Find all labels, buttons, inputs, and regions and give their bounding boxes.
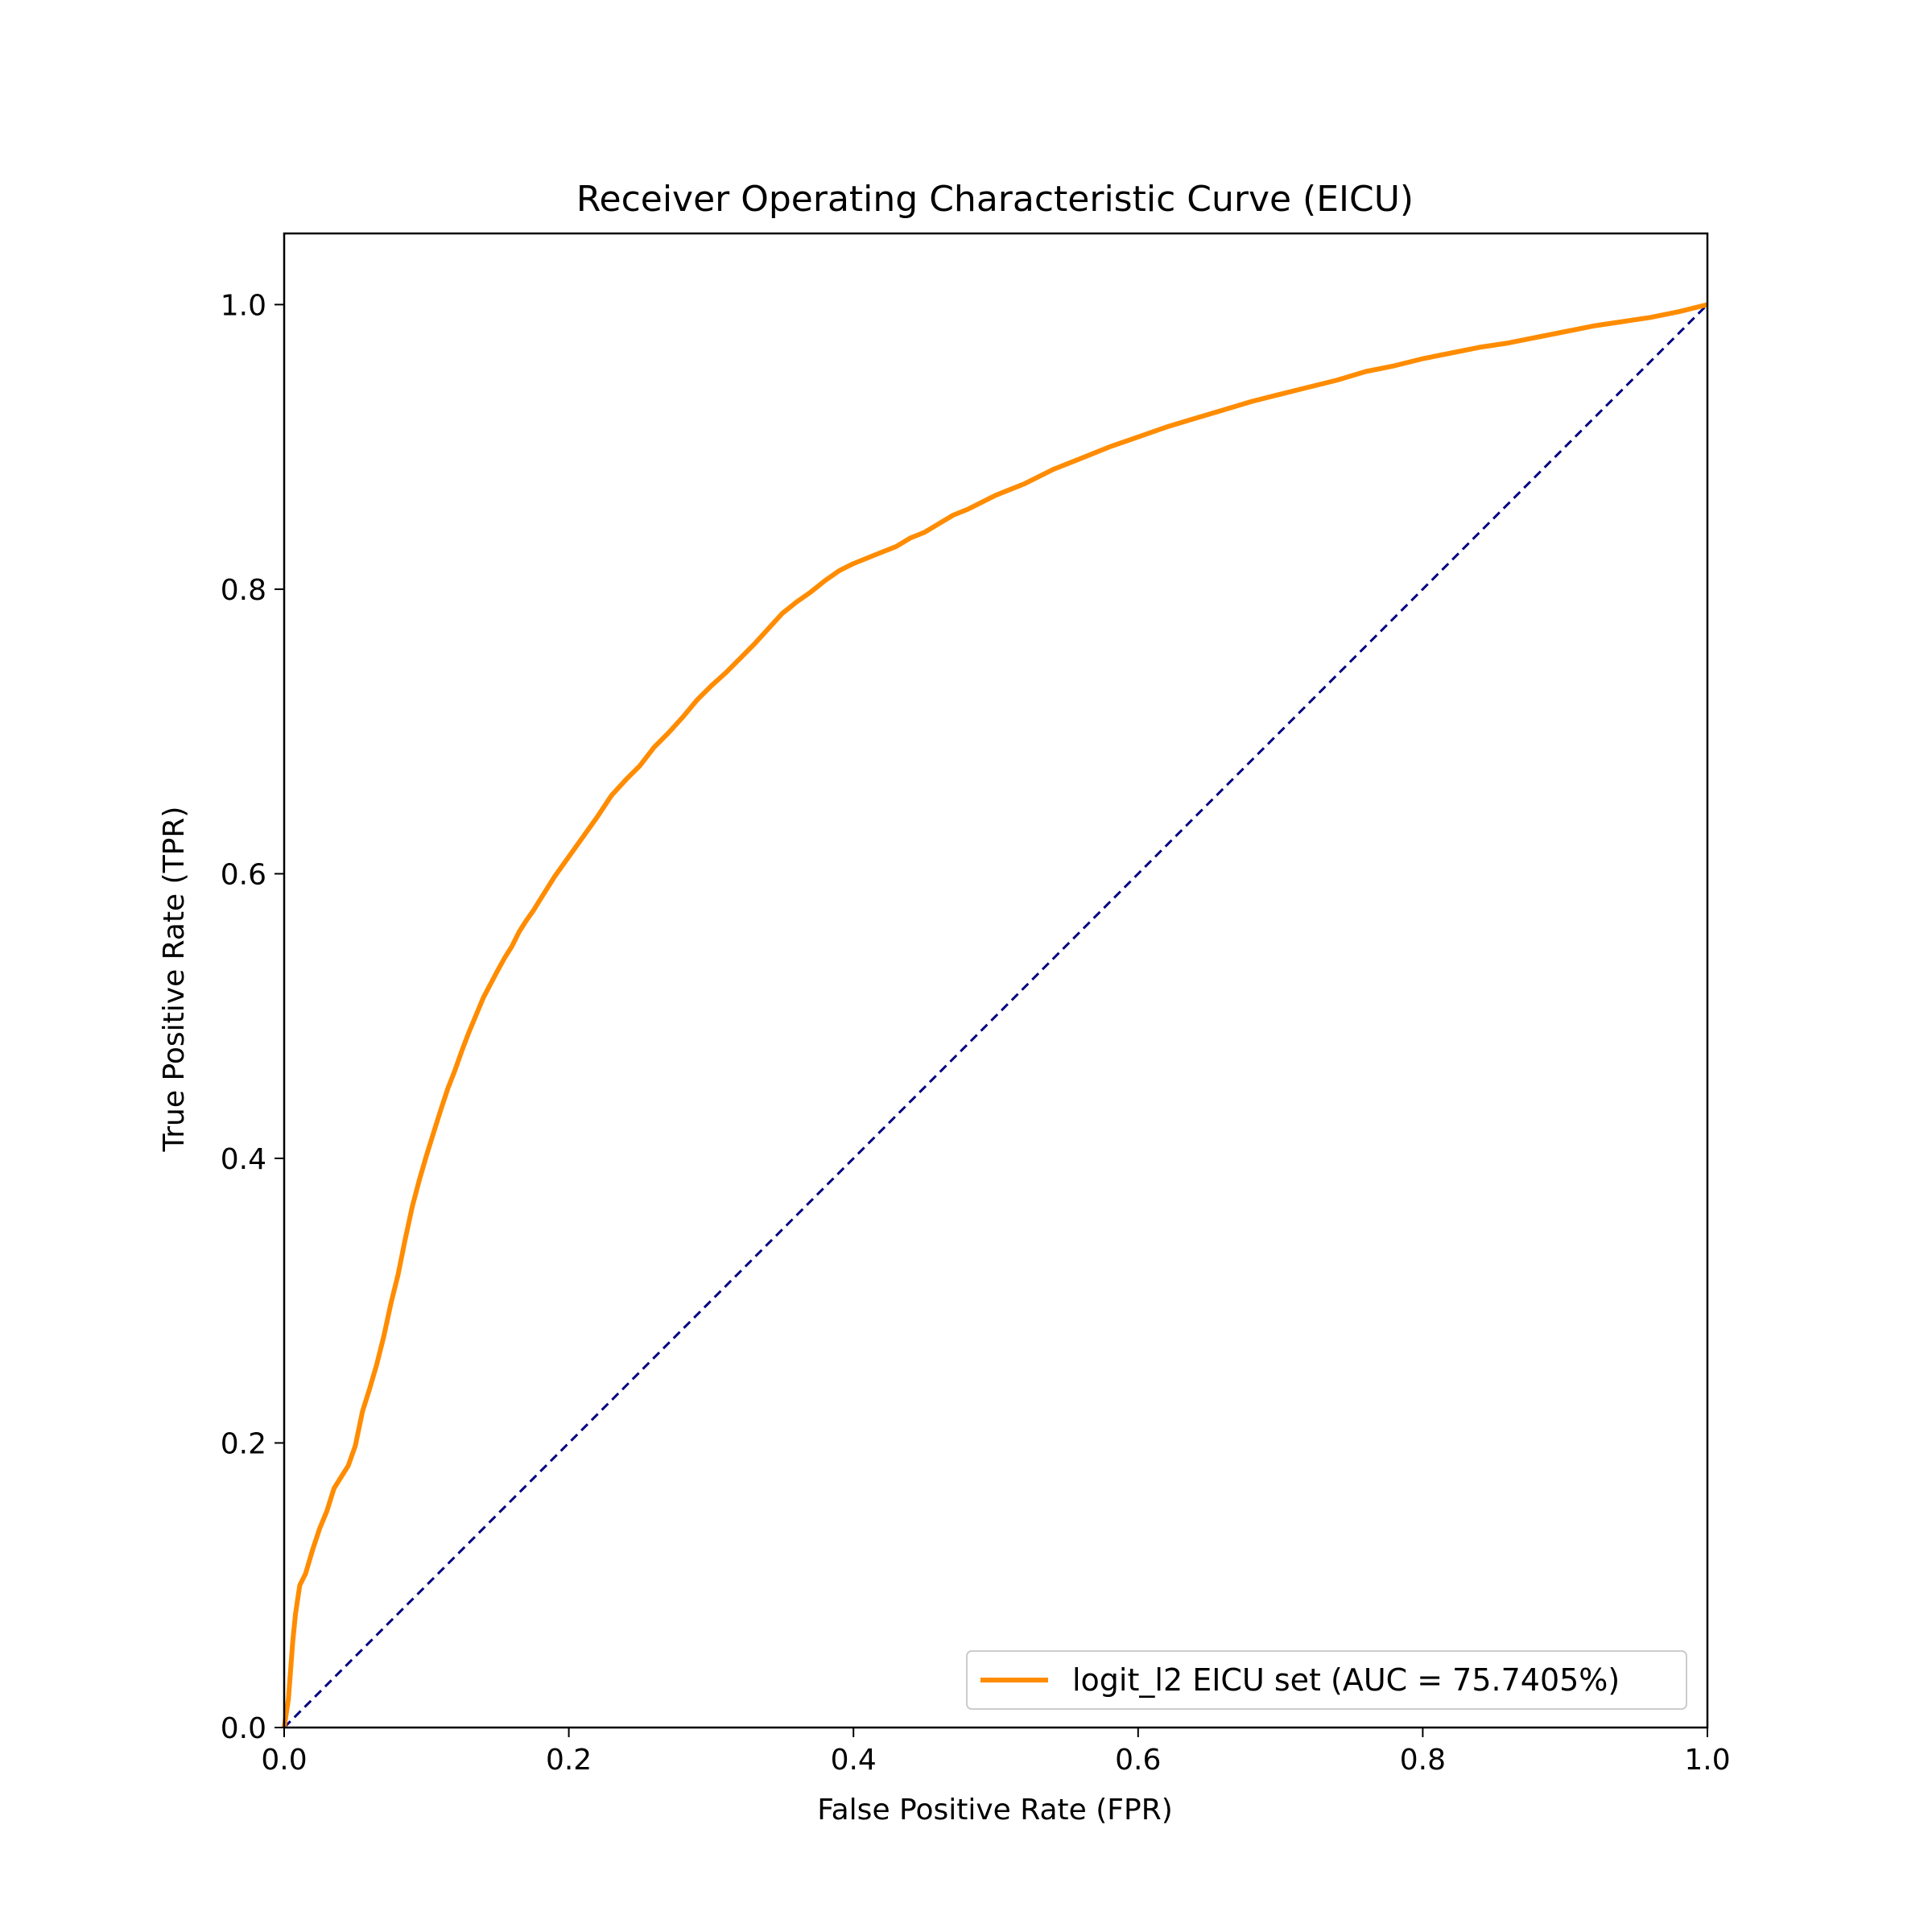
y-axis-label: True Positive Rate (TPR)	[158, 807, 191, 1153]
chance-diagonal-line	[283, 303, 1709, 1729]
y-tick-label: 0.4	[221, 1143, 266, 1176]
axes-frame	[283, 232, 1709, 1729]
x-tick-label: 0.2	[546, 1744, 592, 1777]
roc-curve-line	[282, 302, 1708, 1728]
legend: logit_l2 EICU set (AUC = 75.7405%)	[966, 1650, 1687, 1710]
y-tick-label: 0.0	[221, 1712, 266, 1745]
y-tick-label: 1.0	[221, 289, 266, 322]
legend-label: logit_l2 EICU set (AUC = 75.7405%)	[1072, 1662, 1620, 1698]
x-axis-label: False Positive Rate (FPR)	[817, 1794, 1173, 1827]
x-tick-label: 0.6	[1115, 1744, 1161, 1777]
legend-box	[966, 1650, 1687, 1710]
plot-area: 0.0 0.2 0.4 0.6 0.8 1.0 0.0 0.2 0.4 0.6 0.8 1.0	[221, 232, 1731, 1777]
x-tick-label: 0.4	[831, 1744, 877, 1777]
x-tick-label: 0.8	[1400, 1744, 1446, 1777]
y-tick-label: 0.6	[221, 858, 266, 891]
x-tick-label: 0.0	[261, 1744, 307, 1777]
chart-title: Receiver Operating Characteristic Curve …	[576, 179, 1414, 220]
y-tick-label: 0.2	[221, 1427, 266, 1460]
x-tick-label: 1.0	[1684, 1744, 1730, 1777]
y-tick-label: 0.8	[221, 574, 266, 607]
